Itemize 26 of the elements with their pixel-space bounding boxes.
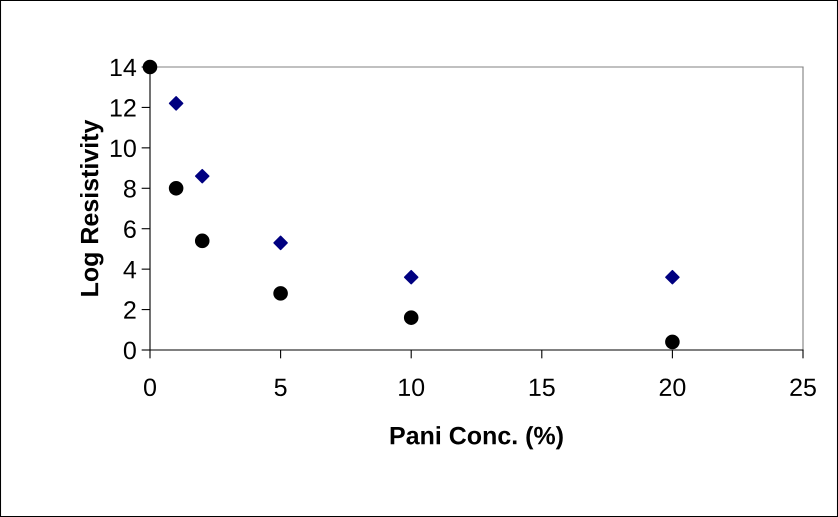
point: [194, 168, 210, 184]
x-axis-title: Pani Conc. (%): [390, 426, 563, 450]
point: [404, 310, 418, 325]
x-tick-label: 0: [144, 378, 156, 396]
x-tick-label: 10: [399, 378, 424, 396]
y-tick-label: 8: [124, 180, 136, 198]
point: [404, 270, 418, 285]
y-axis-title: Log Resistivity: [80, 120, 104, 296]
x-tick-label: 5: [274, 378, 287, 396]
point: [273, 286, 288, 301]
y-tick-label: 2: [124, 301, 136, 319]
point: [168, 181, 184, 196]
point: [665, 334, 680, 350]
y-tick-label: 10: [110, 139, 136, 158]
point: [194, 234, 210, 248]
y-tick-label: 12: [110, 99, 136, 116]
point: [665, 270, 680, 285]
x-tick-label: 20: [660, 378, 686, 396]
y-tick-label: 4: [123, 261, 136, 278]
y-tick-label: 6: [124, 220, 136, 238]
point: [273, 236, 288, 250]
point: [168, 96, 184, 111]
x-tick-label: 25: [790, 378, 816, 396]
y-tick-label: 14: [110, 58, 136, 76]
y-tick-label: 0: [124, 342, 136, 360]
x-tick-label: 15: [530, 378, 555, 396]
